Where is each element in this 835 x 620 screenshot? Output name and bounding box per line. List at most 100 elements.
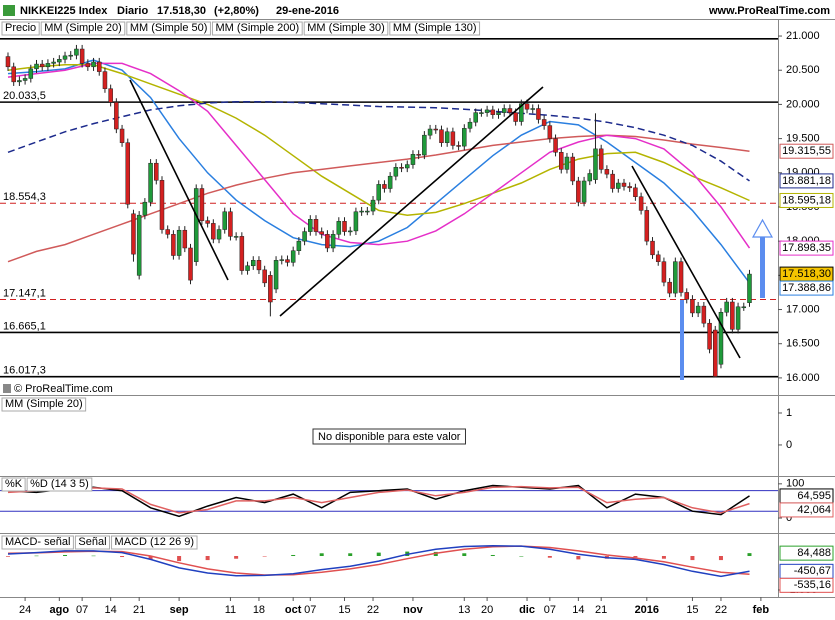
candle-body — [136, 214, 142, 276]
candle-body — [587, 173, 593, 182]
candle-body — [17, 80, 22, 83]
candle-body — [279, 259, 285, 261]
y-tick-label: 20.000 — [786, 98, 820, 110]
value-tag-box — [779, 502, 834, 518]
legend-box — [126, 21, 211, 36]
legend-box — [1, 21, 40, 36]
logo — [3, 5, 15, 16]
candle-body — [131, 213, 136, 255]
candle-body — [119, 128, 125, 143]
candle-body — [245, 265, 250, 271]
x-tick-label: 15 — [338, 604, 350, 616]
value-tag: -450,67 — [794, 565, 831, 577]
candle-body — [171, 234, 176, 256]
candle-body — [735, 306, 741, 330]
candle-body — [370, 199, 376, 212]
candle-body — [250, 260, 256, 267]
legend-entry: MM (Simple 20) — [44, 22, 122, 34]
candle-body — [695, 305, 701, 314]
legend-entry: MM (Simple 20) — [5, 398, 83, 410]
candle-body — [228, 211, 233, 237]
candle-body — [422, 134, 427, 156]
candle-body — [165, 229, 170, 235]
candle-body — [747, 273, 752, 303]
legend-box — [303, 21, 389, 36]
candle-body — [564, 156, 570, 170]
candle-body — [467, 121, 473, 129]
candle-body — [393, 167, 399, 177]
x-tick-label: 2016 — [635, 604, 659, 616]
candle-body — [621, 182, 627, 187]
candle-body — [559, 152, 564, 170]
x-tick-label: 22 — [367, 604, 379, 616]
histogram-bar — [376, 552, 381, 557]
legend-box — [74, 535, 111, 550]
candle-body — [68, 54, 73, 57]
legend-box — [389, 21, 481, 36]
series-line — [7, 62, 751, 249]
candle-body — [313, 219, 319, 232]
candle-body — [34, 63, 39, 70]
legend-entry: Precio — [5, 22, 36, 34]
candle-body — [730, 301, 735, 330]
x-tick-label: 07 — [304, 604, 316, 616]
x-tick-label: 21 — [595, 604, 607, 616]
series-line — [7, 545, 750, 576]
candle-body — [444, 131, 450, 143]
x-tick-label: dic — [519, 604, 535, 616]
symbol: NIKKEI225 Index — [20, 5, 108, 17]
candle-body — [359, 210, 364, 213]
candle-body — [148, 162, 153, 203]
candle-body — [387, 175, 393, 189]
value-tag-box — [779, 173, 834, 189]
y-tick-label: 21.000 — [786, 30, 820, 42]
candle-body — [713, 329, 718, 377]
drawings — [129, 79, 774, 380]
series-line — [7, 485, 750, 514]
histogram-bar — [91, 555, 96, 557]
candle-body — [125, 142, 131, 205]
value-tag: 64,595 — [797, 490, 831, 502]
candle-body — [616, 182, 621, 189]
histogram-bar — [234, 556, 239, 559]
candle-body — [325, 234, 330, 249]
candle-body — [581, 180, 587, 203]
value-tag: 18.595,18 — [782, 194, 831, 206]
candle-body — [576, 180, 581, 203]
histogram-bar — [690, 556, 695, 561]
x-tick-label: 11 — [225, 604, 236, 616]
value-tag: -535,16 — [794, 579, 831, 591]
candle-body — [724, 301, 729, 313]
candle-body — [570, 156, 575, 182]
histogram-bar — [262, 556, 267, 557]
legend-box — [111, 535, 198, 550]
legend-box — [1, 477, 26, 492]
value-tag-box — [779, 545, 834, 561]
candle-body — [39, 63, 45, 68]
legend-entry: Señal — [78, 536, 106, 548]
x-tick-label: 15 — [686, 604, 698, 616]
legend-box — [211, 21, 303, 36]
series-line — [7, 545, 750, 578]
histogram-bar — [462, 553, 467, 557]
candle-body — [684, 292, 689, 300]
candle-body — [11, 66, 16, 83]
level-label: 18.554,3 — [3, 191, 46, 203]
value-tag: 17.388,86 — [782, 282, 831, 294]
candle-body — [547, 125, 553, 139]
plot-area: 24 ago 07 14 21 sep 11 18 oct 07 15 22 nov 13 20 dic 07 1… — [0, 35, 782, 616]
candle-body — [85, 63, 91, 68]
candle-body — [176, 229, 182, 256]
candle-body — [319, 231, 324, 235]
candle-body — [530, 108, 535, 110]
candle-body — [239, 236, 245, 271]
histogram-bar — [348, 553, 353, 557]
candle-body — [45, 63, 51, 68]
overlay: 21.00020.50020.00019.50019.00018.50018.0… — [1, 21, 834, 596]
candle-body — [661, 261, 667, 283]
candle-body — [376, 184, 381, 201]
candle-body — [290, 250, 296, 263]
x-tick-label: sep — [170, 604, 189, 616]
candle-body — [233, 236, 239, 238]
